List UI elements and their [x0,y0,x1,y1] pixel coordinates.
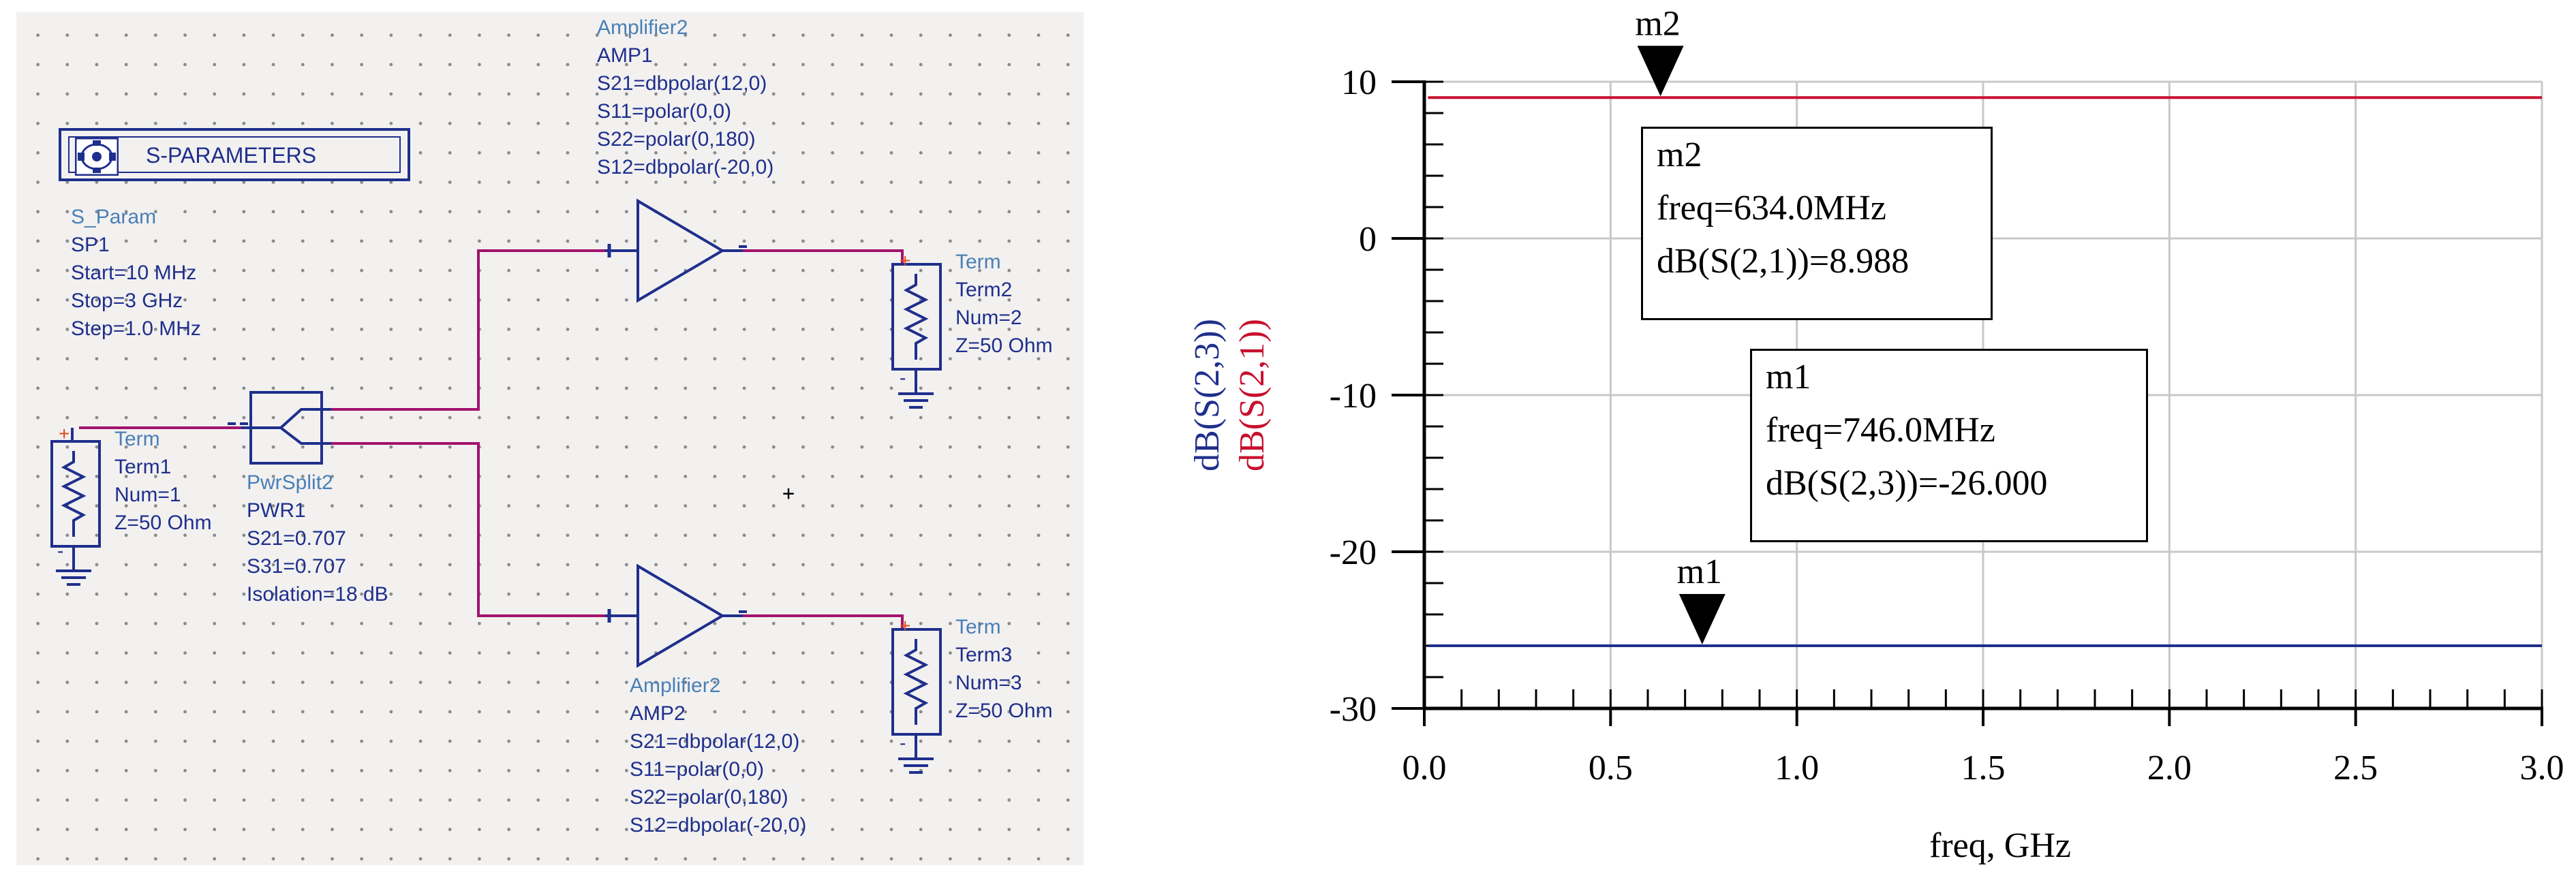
amp2-s12: S12=dbpolar(-20,0) [630,814,807,836]
amp2-symbol[interactable] [605,563,747,668]
marker-m1-freq: freq=746.0MHz [1766,411,1995,450]
amp2-type: Amplifier2 [630,674,721,697]
plot-axes [1392,80,2543,726]
minor-ticks [1423,80,2543,710]
schematic-canvas[interactable]: + - + - + - + [16,12,1084,865]
term1-z: Z=50 Ohm [114,512,212,534]
x-tick-label: 1.5 [1961,749,2006,787]
term3-plus-sign: + [900,615,910,636]
amp1-type: Amplifier2 [597,16,688,39]
marker-m2-readout[interactable]: m2 freq=634.0MHz dB(S(2,1))=8.988 [1641,127,1993,320]
x-tick-label: 0.0 [1402,749,1447,787]
splitter-text[interactable]: PwrSplit2 PWR1 S21=0.707 S31=0.707 Isola… [247,469,388,608]
sparameters-label: S-PARAMETERS [146,143,317,168]
y-axis-label-s21: dB(S(2,1)) [1233,319,1272,471]
marker-m2-triangle [1637,46,1684,97]
x-tick-label: 0.5 [1589,749,1633,787]
term2-type: Term [955,251,1001,273]
amp2-s21: S21=dbpolar(12,0) [630,730,800,753]
x-tick-label: 2.0 [2147,749,2192,787]
amp2-s11: S11=polar(0,0) [630,758,765,781]
term2-z: Z=50 Ohm [955,334,1053,357]
amp1-s12: S12=dbpolar(-20,0) [597,156,774,178]
s-parameter-controller-icon [75,138,119,176]
y-tick-label: -30 [1330,690,1377,729]
term1-num: Num=1 [114,484,181,506]
wires [79,249,904,629]
wire-amp2-term3[interactable] [743,614,904,629]
marker-m2-value: dB(S(2,1))=8.988 [1657,242,1910,281]
term3-num: Num=3 [955,672,1022,694]
amp1-s11: S11=polar(0,0) [597,100,732,123]
y-tick-label: -10 [1330,377,1377,416]
term3-z: Z=50 Ohm [955,700,1053,722]
term3-symbol[interactable] [891,628,942,774]
amp1-symbol[interactable] [605,198,747,303]
term1-text[interactable]: Term Term1 Num=1 Z=50 Ohm [114,425,212,537]
marker-m1-triangle [1678,594,1726,644]
marker-m1-title: m1 [1766,358,1811,396]
cursor-crosshair: + [782,482,795,505]
term2-text[interactable]: Term Term2 Num=2 Z=50 Ohm [955,248,1053,360]
x-axis-label: freq, GHz [1929,826,2071,865]
marker-m1-value: dB(S(2,3))=-26.000 [1766,464,2048,503]
term2-minus-sign: - [900,367,906,388]
marker-m2-freq: freq=634.0MHz [1657,189,1886,228]
splitter-type: PwrSplit2 [247,471,333,494]
sparameters-controller[interactable]: S-PARAMETERS [59,128,410,181]
sparameter-plot[interactable]: 0.0 0.5 1.0 1.5 2.0 2.5 3.0 10 0 -10 -20 -30 m2 m1 f… [1159,0,2576,876]
term2-num: Num=2 [955,307,1022,329]
amp2-name: AMP2 [630,702,686,725]
x-tick-label: 2.5 [2333,749,2378,787]
amp1-name: AMP1 [597,44,653,67]
tick-labels: 0.0 0.5 1.0 1.5 2.0 2.5 3.0 10 0 -10 -20 -30 [1330,63,2564,787]
term1-symbol[interactable] [50,428,101,586]
term3-minus-sign: - [900,732,906,753]
x-tick-label: 1.0 [1775,749,1819,787]
y-tick-label: 0 [1359,220,1377,259]
y-tick-label: 10 [1341,63,1377,102]
sparam-stop: Stop=3 GHz [71,290,183,312]
marker-m2-title: m2 [1657,136,1702,174]
y-axis-label-s23: dB(S(2,3)) [1188,319,1227,471]
term2-name: Term2 [955,279,1013,301]
amp1-s21: S21=dbpolar(12,0) [597,72,767,95]
series-layer [1428,96,2542,647]
amp2-text[interactable]: Amplifier2 AMP2 S21=dbpolar(12,0) S11=po… [630,672,806,839]
term1-name: Term1 [114,456,172,478]
splitter-isolation: Isolation=18 dB [247,583,388,606]
wire-splitter-amp1[interactable] [331,249,605,411]
markers: m2 m1 [1635,4,1726,644]
splitter-symbol[interactable] [228,391,331,465]
amp2-s22: S22=polar(0,180) [630,786,788,809]
term2-plus-sign: + [900,250,910,271]
marker-m1-readout[interactable]: m1 freq=746.0MHz dB(S(2,3))=-26.000 [1750,349,2148,542]
sparam-name: SP1 [71,234,110,256]
sparam-start: Start=10 MHz [71,262,197,284]
wire-splitter-amp2[interactable] [331,442,605,617]
splitter-s31: S31=0.707 [247,555,346,578]
term2-symbol[interactable] [891,263,942,409]
x-tick-label: 3.0 [2520,749,2564,787]
term1-minus-sign: - [57,540,63,561]
marker-m2-label: m2 [1635,4,1680,43]
schematic-drawing: + - + - + - + [50,198,942,774]
amp1-s22: S22=polar(0,180) [597,128,756,151]
term3-type: Term [955,616,1001,638]
term3-text[interactable]: Term Term3 Num=3 Z=50 Ohm [955,613,1053,725]
marker-m1-label: m1 [1677,552,1722,591]
plot-canvas: 0.0 0.5 1.0 1.5 2.0 2.5 3.0 10 0 -10 -20 -30 m2 m1 f… [1188,4,2564,865]
sparam-step: Step=1.0 MHz [71,317,201,340]
term1-plus-sign: + [59,423,70,444]
wire-amp1-term2[interactable] [743,249,904,264]
sparam-block-text[interactable]: S_Param SP1 Start=10 MHz Stop=3 GHz Step… [71,203,201,343]
sparam-type: S_Param [71,206,157,228]
amp1-text[interactable]: Amplifier2 AMP1 S21=dbpolar(12,0) S11=po… [597,14,773,181]
term3-name: Term3 [955,644,1013,666]
splitter-name: PWR1 [247,499,306,522]
term1-type: Term [114,428,160,450]
splitter-s21: S21=0.707 [247,527,346,550]
y-tick-label: -20 [1330,533,1377,572]
